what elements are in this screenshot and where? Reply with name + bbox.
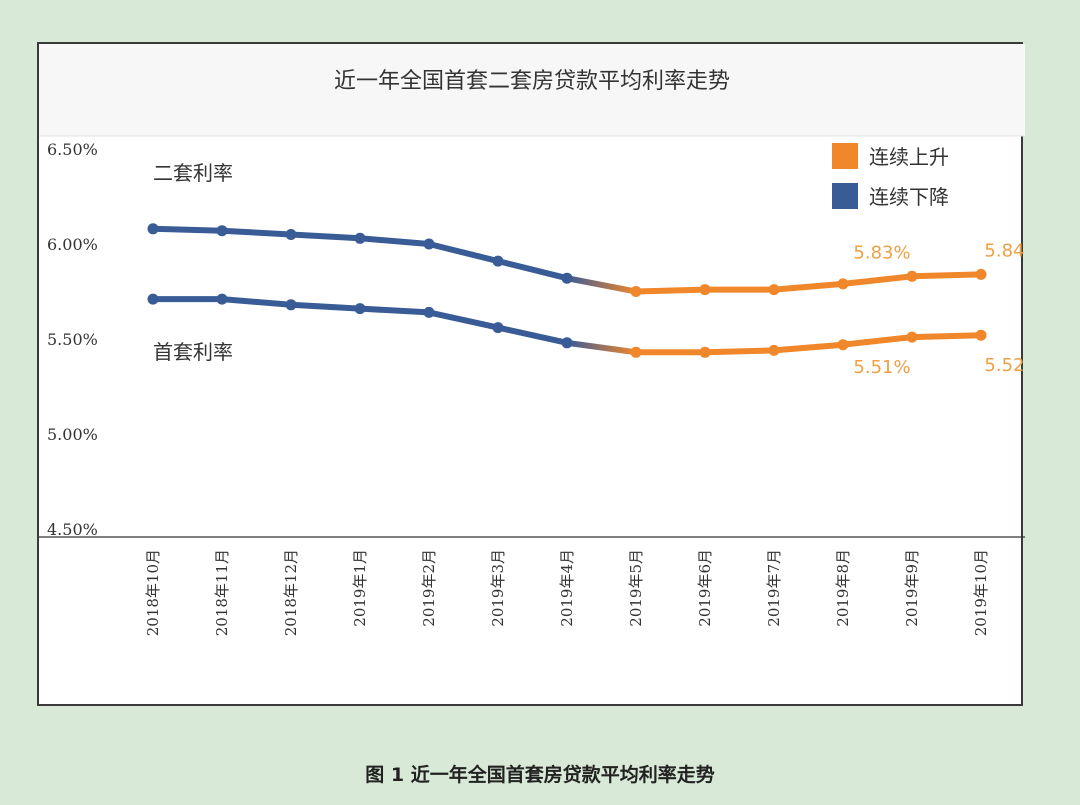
y-tick-label: 5.00% [47, 425, 98, 444]
series-points [147, 223, 987, 358]
x-tick-label: 2019年4月 [558, 549, 576, 627]
data-point [423, 238, 435, 250]
series-segment [909, 271, 984, 280]
series-segment [357, 305, 432, 316]
series-segment [288, 301, 363, 312]
x-tick-label: 2018年10月 [144, 549, 162, 636]
y-tick-labels: 6.50% 6.00% 5.50% 5.00% 4.50% [47, 140, 98, 539]
series-segment [426, 241, 501, 265]
x-tick-label: 2019年1月 [351, 549, 369, 627]
series-segment [219, 296, 294, 308]
legend-swatch-rise [832, 143, 858, 169]
series-segment [633, 286, 708, 295]
x-tick-label: 2019年9月 [903, 549, 921, 627]
series-segment [150, 225, 225, 234]
data-label: 5.51% [853, 357, 910, 378]
x-tick-label: 2019年8月 [834, 549, 852, 627]
x-tick-labels: 2018年10月 2018年11月 2018年12月 2019年1月 2019年2月 20… [144, 549, 990, 636]
data-point [216, 293, 228, 305]
series-segment [495, 258, 570, 282]
figure-caption: 图 1 近一年全国首套房贷款平均利率走势 [365, 764, 715, 786]
data-point [423, 306, 435, 318]
series-segment [840, 334, 915, 348]
data-point [147, 223, 159, 235]
data-label: 5.84% [984, 240, 1025, 261]
data-point [768, 344, 780, 356]
data-point [285, 229, 297, 240]
chart-title: 近一年全国首套二套房贷款平均利率走势 [334, 69, 730, 94]
legend: 连续上升 连续下降 [832, 143, 949, 209]
data-point [561, 337, 573, 349]
title-band [39, 44, 1025, 136]
data-point [837, 278, 849, 290]
data-point [906, 270, 918, 282]
series-segment [495, 324, 570, 346]
data-point [699, 284, 711, 296]
line-chart: 近一年全国首套二套房贷款平均利率走势 6.50% 6.00% 5.50% 5.00% 4… [39, 44, 1025, 636]
x-tick-label: 2019年6月 [696, 549, 714, 627]
data-point [630, 286, 642, 297]
data-point [906, 331, 918, 343]
data-label: 5.83% [853, 242, 910, 263]
x-tick-label: 2019年10月 [972, 549, 990, 636]
data-point [492, 322, 504, 334]
data-point [492, 255, 504, 267]
series-segment [357, 235, 432, 247]
y-tick-label: 4.50% [47, 520, 98, 539]
data-point [354, 303, 366, 315]
series-label-first-home: 首套利率 [153, 340, 233, 364]
series-segment [702, 347, 777, 356]
series-segment [771, 341, 846, 354]
series-label-second-home: 二套利率 [153, 161, 233, 185]
data-point [699, 346, 711, 358]
series-lines [150, 225, 984, 356]
x-tick-label: 2018年12月 [282, 549, 300, 636]
data-point [975, 329, 987, 341]
series-segment [771, 280, 846, 293]
legend-swatch-fall [832, 183, 858, 209]
x-tick-label: 2019年5月 [627, 549, 645, 627]
x-tick-label: 2019年3月 [489, 549, 507, 627]
y-tick-label: 6.50% [47, 140, 98, 159]
series-segment [564, 275, 639, 295]
legend-label-rise: 连续上升 [869, 145, 949, 169]
series-segment [840, 273, 915, 287]
chart-frame: 近一年全国首套二套房贷款平均利率走势 6.50% 6.00% 5.50% 5.00% 4… [37, 42, 1025, 706]
data-label: 5.52% [984, 355, 1025, 376]
data-point [147, 293, 159, 305]
data-point [285, 299, 297, 311]
series-segment [219, 227, 294, 238]
y-tick-label: 6.00% [47, 235, 98, 254]
data-point [630, 346, 642, 358]
data-point [837, 339, 849, 351]
series-segment [288, 231, 363, 242]
data-point [975, 268, 987, 280]
data-labels: 5.83% 5.84% 5.51% 5.52% [853, 240, 1025, 378]
data-point [216, 225, 228, 237]
x-tick-label: 2019年2月 [420, 549, 438, 627]
data-point [768, 284, 780, 296]
x-tick-label: 2019年7月 [765, 549, 783, 627]
series-segment [426, 309, 501, 331]
y-tick-label: 5.50% [47, 330, 98, 349]
data-point [561, 272, 573, 284]
legend-label-fall: 连续下降 [869, 185, 949, 209]
series-segment [564, 339, 639, 356]
x-tick-label: 2018年11月 [213, 549, 231, 636]
series-segment [909, 332, 984, 341]
data-point [354, 232, 366, 244]
